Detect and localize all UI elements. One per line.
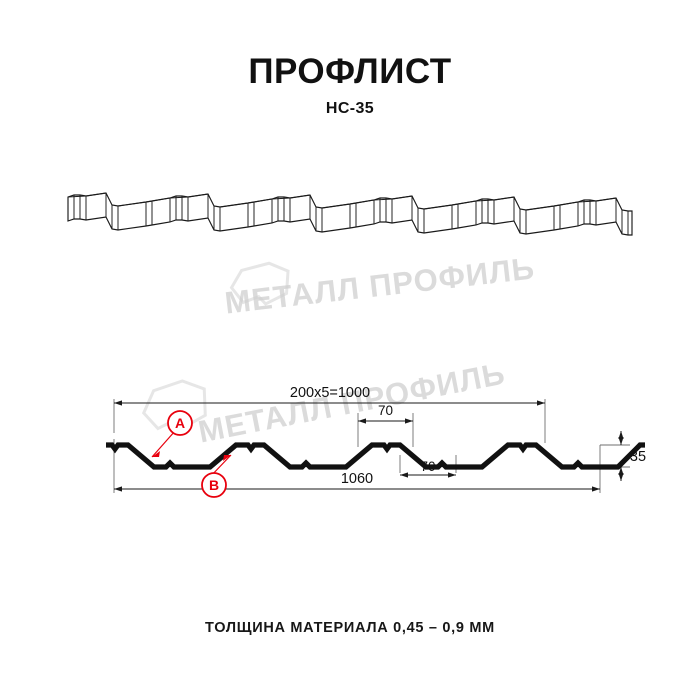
dimension-top-flat: 70 xyxy=(358,403,413,424)
product-model: НС-35 xyxy=(325,99,375,117)
cross-section-svg: 200x5=1000 70 70 35 1060 xyxy=(106,385,646,498)
callout-a-arrow xyxy=(152,451,160,457)
iso-rib-top-edges xyxy=(67,192,617,211)
callout-a: A xyxy=(151,410,193,458)
callout-a-leader xyxy=(151,430,176,458)
dimension-height: 35 xyxy=(618,431,646,481)
callout-b: B xyxy=(201,454,232,498)
callout-a-label: A xyxy=(175,415,185,431)
isometric-sheet-view xyxy=(60,175,640,315)
dimension-top-flat-label: 70 xyxy=(378,403,393,418)
page-title: ПРОФЛИСТ xyxy=(248,52,452,91)
material-thickness-note: ТОЛЩИНА МАТЕРИАЛА 0,45 – 0,9 ММ xyxy=(205,620,495,636)
isometric-svg xyxy=(67,192,633,236)
iso-fold-lines xyxy=(73,193,629,235)
callout-b-circle xyxy=(201,472,227,498)
profile-cross-section xyxy=(106,442,645,470)
dimension-overall-width: 1060 xyxy=(114,471,600,492)
title-block: ПРОФЛИСТ НС-35 xyxy=(0,52,700,118)
callout-b-label: B xyxy=(209,477,219,493)
dimension-pitch-total: 200x5=1000 xyxy=(114,385,545,406)
dimension-pitch-total-label: 200x5=1000 xyxy=(290,385,370,401)
dimension-overall-width-label: 1060 xyxy=(341,471,373,487)
callout-a-circle xyxy=(167,410,193,436)
callout-b-arrow xyxy=(223,455,231,461)
cross-section-view: 200x5=1000 70 70 35 1060 xyxy=(100,375,646,515)
